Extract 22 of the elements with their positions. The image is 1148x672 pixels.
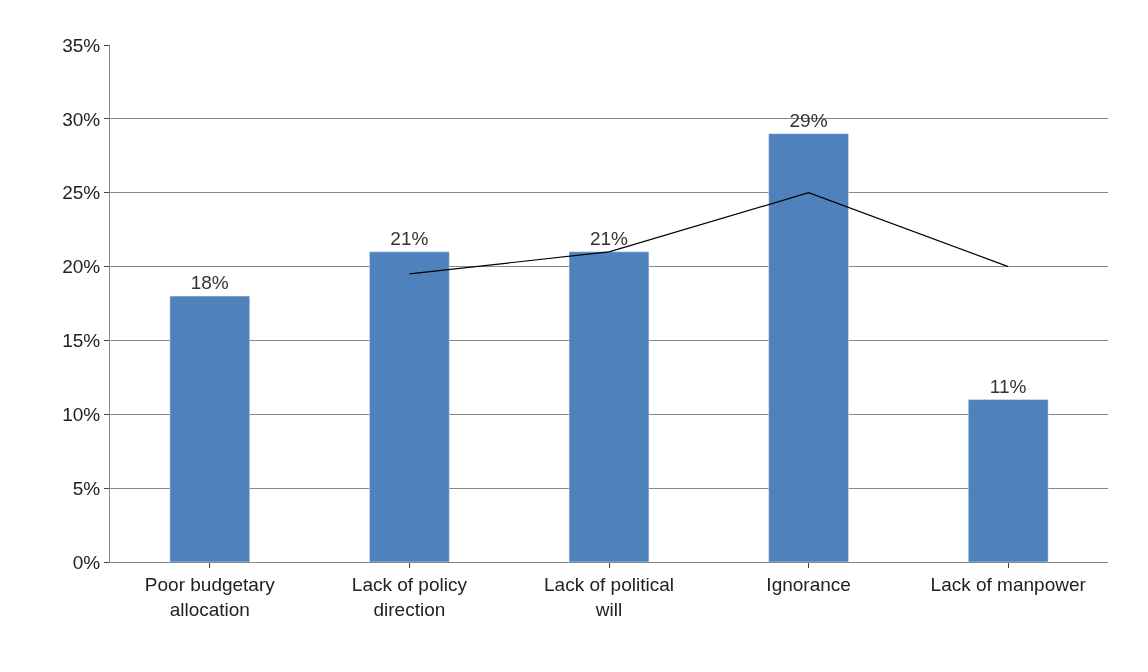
y-tick-label: 10%	[62, 403, 101, 425]
y-tick-label: 30%	[62, 108, 101, 130]
bar	[369, 251, 450, 562]
y-tick-label: 5%	[72, 477, 101, 499]
x-tick-label: Lack of manpower	[930, 573, 1087, 595]
bar	[768, 133, 849, 562]
data-label: 18%	[190, 272, 229, 294]
y-tick-label: 25%	[62, 182, 101, 204]
y-tick-label: 35%	[62, 34, 101, 56]
y-tick-label: 15%	[62, 330, 101, 352]
x-tick-label: Lack of policy direction	[351, 573, 468, 620]
bar	[169, 295, 250, 562]
bar	[968, 399, 1049, 562]
y-tick-label: 20%	[62, 256, 101, 278]
x-tick-label: Lack of political will	[544, 573, 674, 620]
data-label: 21%	[390, 227, 429, 249]
y-tick-label: 0%	[72, 551, 101, 573]
x-tick-label: Poor budgetary allocation	[144, 573, 276, 620]
data-label: 11%	[989, 375, 1027, 397]
data-label: 21%	[589, 227, 629, 249]
bar	[568, 251, 650, 562]
x-tick-label: Ignorance	[766, 573, 851, 595]
